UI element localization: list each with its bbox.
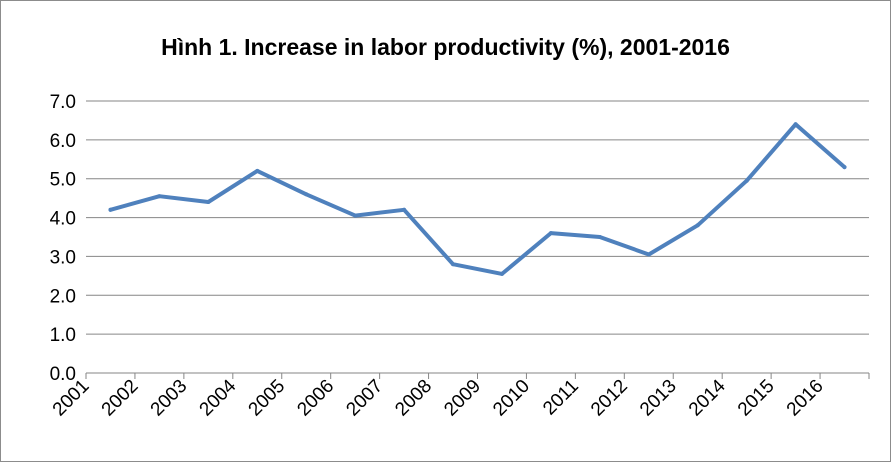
data-point-2014 (744, 178, 749, 183)
data-point-2007 (402, 207, 407, 212)
data-point-2016 (842, 165, 847, 170)
x-tick-label-2011: 2011 (539, 376, 583, 420)
data-point-2001 (108, 207, 113, 212)
y-tick-label: 1.0 (50, 325, 76, 346)
data-point-2006 (353, 213, 358, 218)
chart-title: Hình 1. Increase in labor productivity (… (161, 34, 730, 60)
x-tick-label-2003: 2003 (147, 376, 192, 421)
x-tick-label-2002: 2002 (98, 376, 143, 421)
data-point-2013 (695, 223, 700, 228)
x-tick-label-2005: 2005 (245, 376, 290, 421)
data-point-2009 (500, 271, 504, 276)
x-tick-label-2009: 2009 (440, 376, 485, 421)
x-tick-label-2007: 2007 (342, 376, 387, 421)
data-point-2008 (451, 262, 455, 267)
x-tick-label-2014: 2014 (685, 375, 730, 420)
y-tick-label: 3.0 (50, 247, 76, 268)
y-tick-label: 6.0 (50, 131, 76, 152)
y-tick-label: 2.0 (50, 286, 76, 307)
x-tick-label-2010: 2010 (489, 376, 534, 421)
data-point-2012 (646, 252, 651, 257)
x-tick-label-2015: 2015 (734, 376, 779, 421)
y-tick-label: 5.0 (50, 170, 76, 191)
x-tick-label-2013: 2013 (636, 376, 681, 421)
x-tick-label-2016: 2016 (783, 376, 828, 421)
data-point-2004 (255, 168, 260, 173)
data-point-2002 (157, 194, 162, 199)
data-point-2015 (793, 122, 798, 127)
y-tick-label: 0.0 (50, 364, 76, 385)
y-tick-label: 4.0 (50, 209, 76, 230)
series-line-0 (108, 122, 847, 276)
data-point-2005 (304, 192, 309, 197)
data-point-2011 (597, 235, 602, 239)
x-tick-label-2008: 2008 (391, 376, 436, 421)
x-tick-label-2004: 2004 (196, 375, 241, 420)
x-tick-label-2012: 2012 (587, 376, 632, 421)
x-tick-label-2006: 2006 (293, 376, 338, 421)
y-tick-label: 7.0 (50, 92, 76, 113)
data-point-2010 (548, 231, 553, 236)
data-point-2003 (206, 200, 211, 204)
